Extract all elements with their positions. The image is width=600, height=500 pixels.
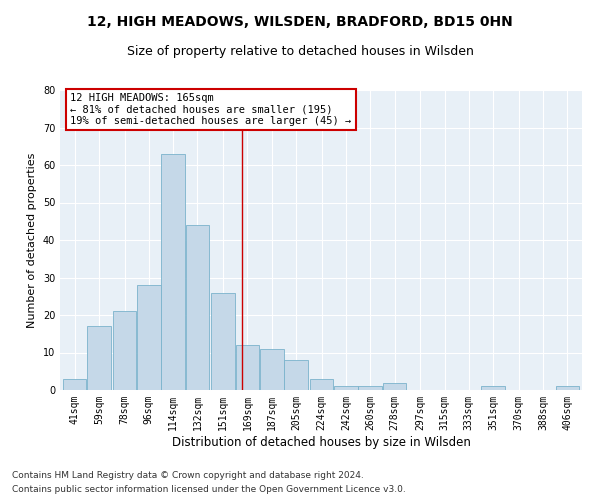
Bar: [481, 386, 505, 390]
Bar: [556, 386, 579, 390]
Text: Contains HM Land Registry data © Crown copyright and database right 2024.: Contains HM Land Registry data © Crown c…: [12, 470, 364, 480]
Bar: [87, 326, 110, 390]
Bar: [358, 386, 382, 390]
Bar: [185, 225, 209, 390]
Bar: [63, 379, 86, 390]
Bar: [113, 311, 136, 390]
Text: 12, HIGH MEADOWS, WILSDEN, BRADFORD, BD15 0HN: 12, HIGH MEADOWS, WILSDEN, BRADFORD, BD1…: [87, 15, 513, 29]
Bar: [260, 349, 284, 390]
Text: Size of property relative to detached houses in Wilsden: Size of property relative to detached ho…: [127, 45, 473, 58]
Bar: [161, 154, 185, 390]
Bar: [137, 285, 161, 390]
Y-axis label: Number of detached properties: Number of detached properties: [27, 152, 37, 328]
Text: Contains public sector information licensed under the Open Government Licence v3: Contains public sector information licen…: [12, 486, 406, 494]
Bar: [310, 379, 334, 390]
X-axis label: Distribution of detached houses by size in Wilsden: Distribution of detached houses by size …: [172, 436, 470, 448]
Bar: [236, 345, 259, 390]
Bar: [211, 292, 235, 390]
Bar: [383, 382, 406, 390]
Text: 12 HIGH MEADOWS: 165sqm
← 81% of detached houses are smaller (195)
19% of semi-d: 12 HIGH MEADOWS: 165sqm ← 81% of detache…: [70, 93, 352, 126]
Bar: [334, 386, 358, 390]
Bar: [284, 360, 308, 390]
